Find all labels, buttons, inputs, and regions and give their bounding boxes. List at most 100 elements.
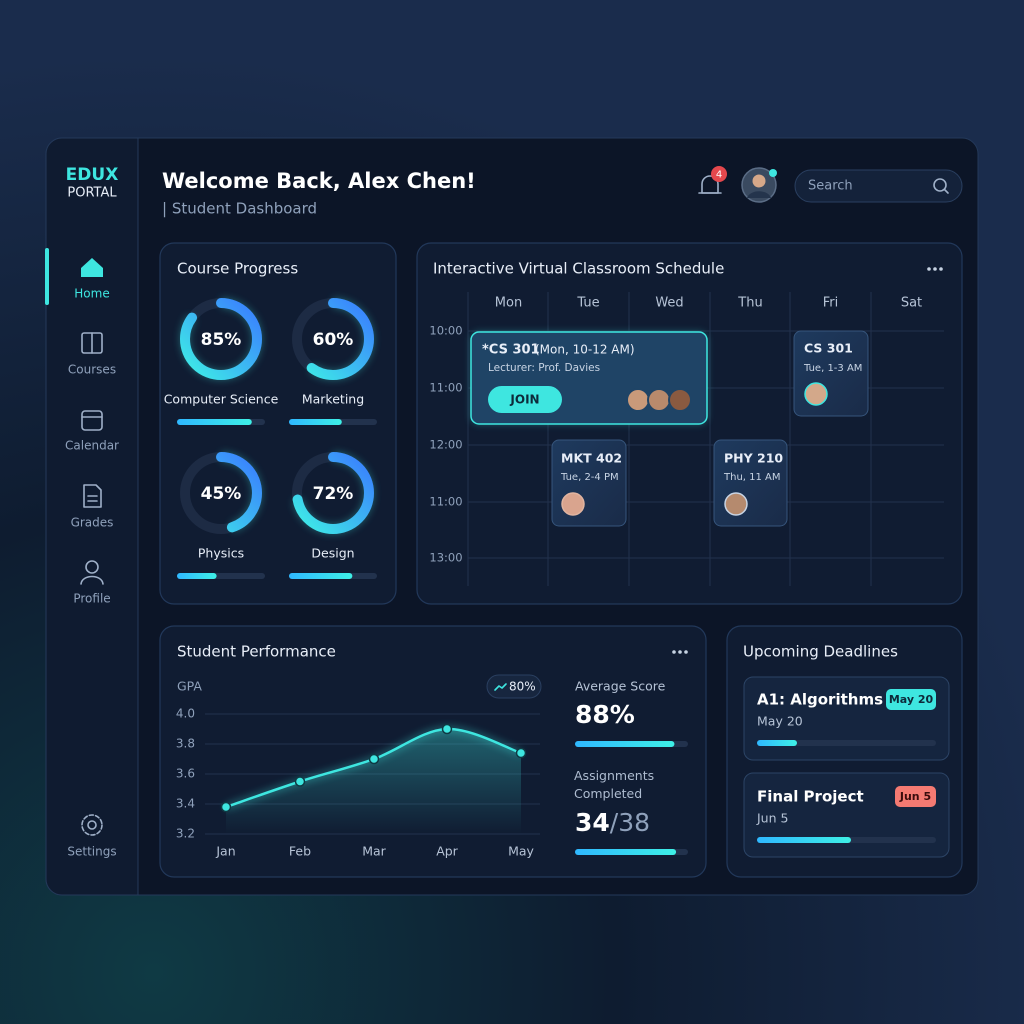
event-title: *CS 301: [482, 343, 540, 358]
day-label: Mon: [495, 296, 522, 311]
nav-label: Courses: [68, 363, 116, 377]
x-tick-label: Feb: [289, 844, 311, 859]
menu-dots[interactable]: [672, 650, 688, 654]
deadline-date: May 20: [757, 714, 803, 729]
progress-fill: [757, 740, 797, 746]
stat-value: 88%: [575, 700, 635, 729]
course-progress-card: [159, 242, 397, 605]
ring-label: 85%: [201, 330, 242, 350]
ring-label: 60%: [313, 330, 354, 350]
progress-fill: [289, 419, 342, 425]
settings-icon: [81, 814, 103, 836]
progress-fill: [289, 573, 353, 579]
nav-label: Grades: [71, 516, 114, 530]
join-button[interactable]: JOIN: [488, 386, 562, 413]
search[interactable]: Search: [794, 169, 963, 203]
deadline-item[interactable]: Final Project Jun 5 Jun 5: [743, 772, 950, 858]
deadline-title: A1: Algorithms: [757, 691, 883, 709]
progress-fill: [177, 419, 252, 425]
search-icon: [933, 178, 947, 192]
ring-arc: [180, 452, 262, 534]
online-dot: [769, 169, 777, 177]
y-tick-label: 3.4: [176, 797, 195, 811]
nav-calendar[interactable]: Calendar: [65, 410, 119, 453]
settings-icon-core: [87, 820, 97, 830]
nav-label: Settings: [67, 845, 116, 859]
time-label: 11:00: [429, 381, 462, 395]
notification-count: 4: [716, 170, 722, 181]
event-mkt402[interactable]: MKT 402 Tue, 2-4 PM: [551, 439, 627, 527]
stat-label: Average Score: [575, 679, 666, 694]
nav-label: Profile: [73, 592, 110, 606]
trend-value: 80%: [509, 680, 536, 694]
event-title: CS 301: [804, 341, 853, 356]
attendee-avatar: [561, 492, 585, 516]
course-name: Physics: [198, 546, 244, 561]
nav-courses[interactable]: Courses: [68, 332, 116, 377]
event-time: Tue, 2-4 PM: [560, 472, 619, 483]
time-label: 13:00: [429, 551, 462, 565]
point: [294, 776, 306, 787]
deadline-tag: [895, 786, 936, 807]
y-tick-label: 4.0: [176, 707, 195, 721]
ring-arc: [180, 298, 262, 380]
menu-dots[interactable]: [927, 267, 943, 271]
search-placeholder: Search: [808, 179, 853, 194]
time-label: 10:00: [429, 324, 462, 338]
bell-icon: [701, 175, 719, 194]
deadline-tag: [886, 689, 936, 710]
progress-fill: [575, 741, 675, 747]
event-cs301-mon[interactable]: *CS 301 (Mon, 10-12 AM) Lecturer: Prof. …: [470, 331, 708, 425]
deadline-date: Jun 5: [756, 811, 788, 826]
point: [220, 801, 232, 813]
trend-icon: [494, 683, 507, 691]
ring-arc: [292, 298, 374, 380]
notification-badge: [711, 166, 727, 182]
event-time: Thu, 11 AM: [723, 472, 781, 483]
avatar-face: [752, 174, 766, 188]
attendee-avatar: [626, 388, 650, 412]
nav-grades[interactable]: Grades: [71, 484, 114, 530]
deadline-item[interactable]: A1: Algorithms May 20 May 20: [743, 676, 950, 761]
assignments-total: /38: [610, 808, 650, 837]
avatar-body: [747, 191, 771, 198]
home-icon: [81, 258, 103, 277]
event-lecturer: Lecturer: Prof. Davies: [488, 362, 600, 374]
attendee-avatar: [804, 382, 828, 406]
x-tick-label: May: [508, 844, 534, 859]
x-tick-label: Apr: [436, 844, 458, 859]
day-label: Thu: [737, 296, 762, 311]
notifications[interactable]: 4: [698, 166, 727, 194]
course-name: Marketing: [302, 392, 364, 407]
card-title: Student Performance: [177, 643, 336, 661]
user-avatar[interactable]: [741, 167, 777, 203]
grades-icon: [83, 484, 102, 508]
day-label: Tue: [576, 296, 599, 311]
sidebar: [45, 137, 139, 896]
point: [441, 723, 453, 735]
deadline-title: Final Project: [757, 788, 864, 806]
event-cs301-fri[interactable]: CS 301 Tue, 1-3 AM: [793, 330, 869, 417]
attendee-avatar: [668, 388, 692, 412]
nav-home[interactable]: Home: [74, 258, 110, 301]
card-title: Interactive Virtual Classroom Schedule: [433, 260, 724, 278]
stat-value: 34/38: [575, 808, 650, 837]
calendar-icon: [81, 410, 103, 431]
y-tick-label: 3.2: [176, 827, 195, 841]
time-label: 12:00: [429, 438, 462, 452]
assignments-completed: 34: [575, 808, 610, 837]
active-indicator: [45, 248, 49, 305]
progress-fill: [177, 573, 217, 579]
event-phy210[interactable]: PHY 210 Thu, 11 AM: [713, 439, 788, 527]
deadline-tag-label: Jun 5: [899, 790, 931, 803]
brand-sub: PORTAL: [67, 186, 117, 201]
join-label: JOIN: [509, 393, 539, 407]
nav-settings[interactable]: Settings: [67, 814, 117, 859]
stat-label: Assignments Completed: [574, 768, 655, 801]
y-tick-label: 3.6: [176, 767, 195, 781]
card-title: Course Progress: [177, 260, 298, 278]
search-icon-handle: [943, 188, 949, 194]
stat-label-box: Assignments Completed: [574, 768, 655, 801]
nav-profile[interactable]: Profile: [73, 560, 111, 606]
nav-label: Home: [74, 287, 109, 301]
